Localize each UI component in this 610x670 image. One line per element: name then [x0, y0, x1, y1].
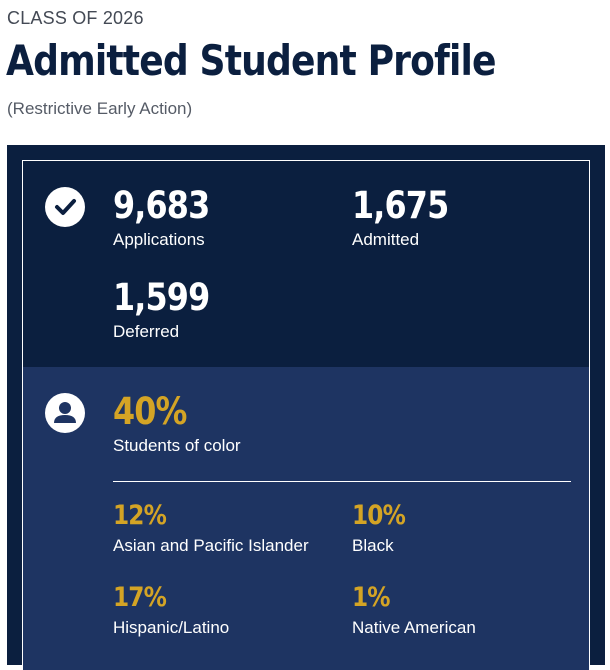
applications-label: Applications: [113, 230, 205, 249]
students-of-color-label: Students of color: [113, 436, 241, 455]
admissions-section: 9,683 Applications 1,675 Admitted 1,599 …: [23, 161, 589, 367]
user-circle-icon: [45, 393, 85, 433]
admitted-count: 1,675: [352, 184, 449, 227]
profile-card: 9,683 Applications 1,675 Admitted 1,599 …: [7, 145, 605, 670]
breakdown-label: Black: [352, 536, 394, 555]
breakdown-label: Asian and Pacific Islander: [113, 536, 309, 555]
check-circle-icon: [45, 187, 85, 227]
deferred-count: 1,599: [113, 276, 210, 319]
students-of-color-percent: 40%: [113, 390, 187, 433]
profile-card-frame: 9,683 Applications 1,675 Admitted 1,599 …: [22, 160, 590, 670]
diversity-section: 40% Students of color 12% Asian and Paci…: [23, 367, 589, 670]
deferred-label: Deferred: [113, 322, 180, 341]
class-eyebrow: CLASS OF 2026: [7, 8, 144, 28]
page-subtitle: (Restrictive Early Action): [7, 99, 193, 118]
breakdown-percent: 10%: [352, 500, 406, 531]
section-divider: [113, 481, 571, 482]
breakdown-label: Hispanic/Latino: [113, 618, 230, 637]
admitted-label: Admitted: [352, 230, 420, 249]
breakdown-percent: 12%: [113, 500, 167, 531]
breakdown-label: Native American: [352, 618, 476, 637]
breakdown-percent: 1%: [352, 582, 391, 613]
breakdown-percent: 17%: [113, 582, 167, 613]
applications-count: 9,683: [113, 184, 210, 227]
page-title: Admitted Student Profile: [6, 36, 496, 85]
